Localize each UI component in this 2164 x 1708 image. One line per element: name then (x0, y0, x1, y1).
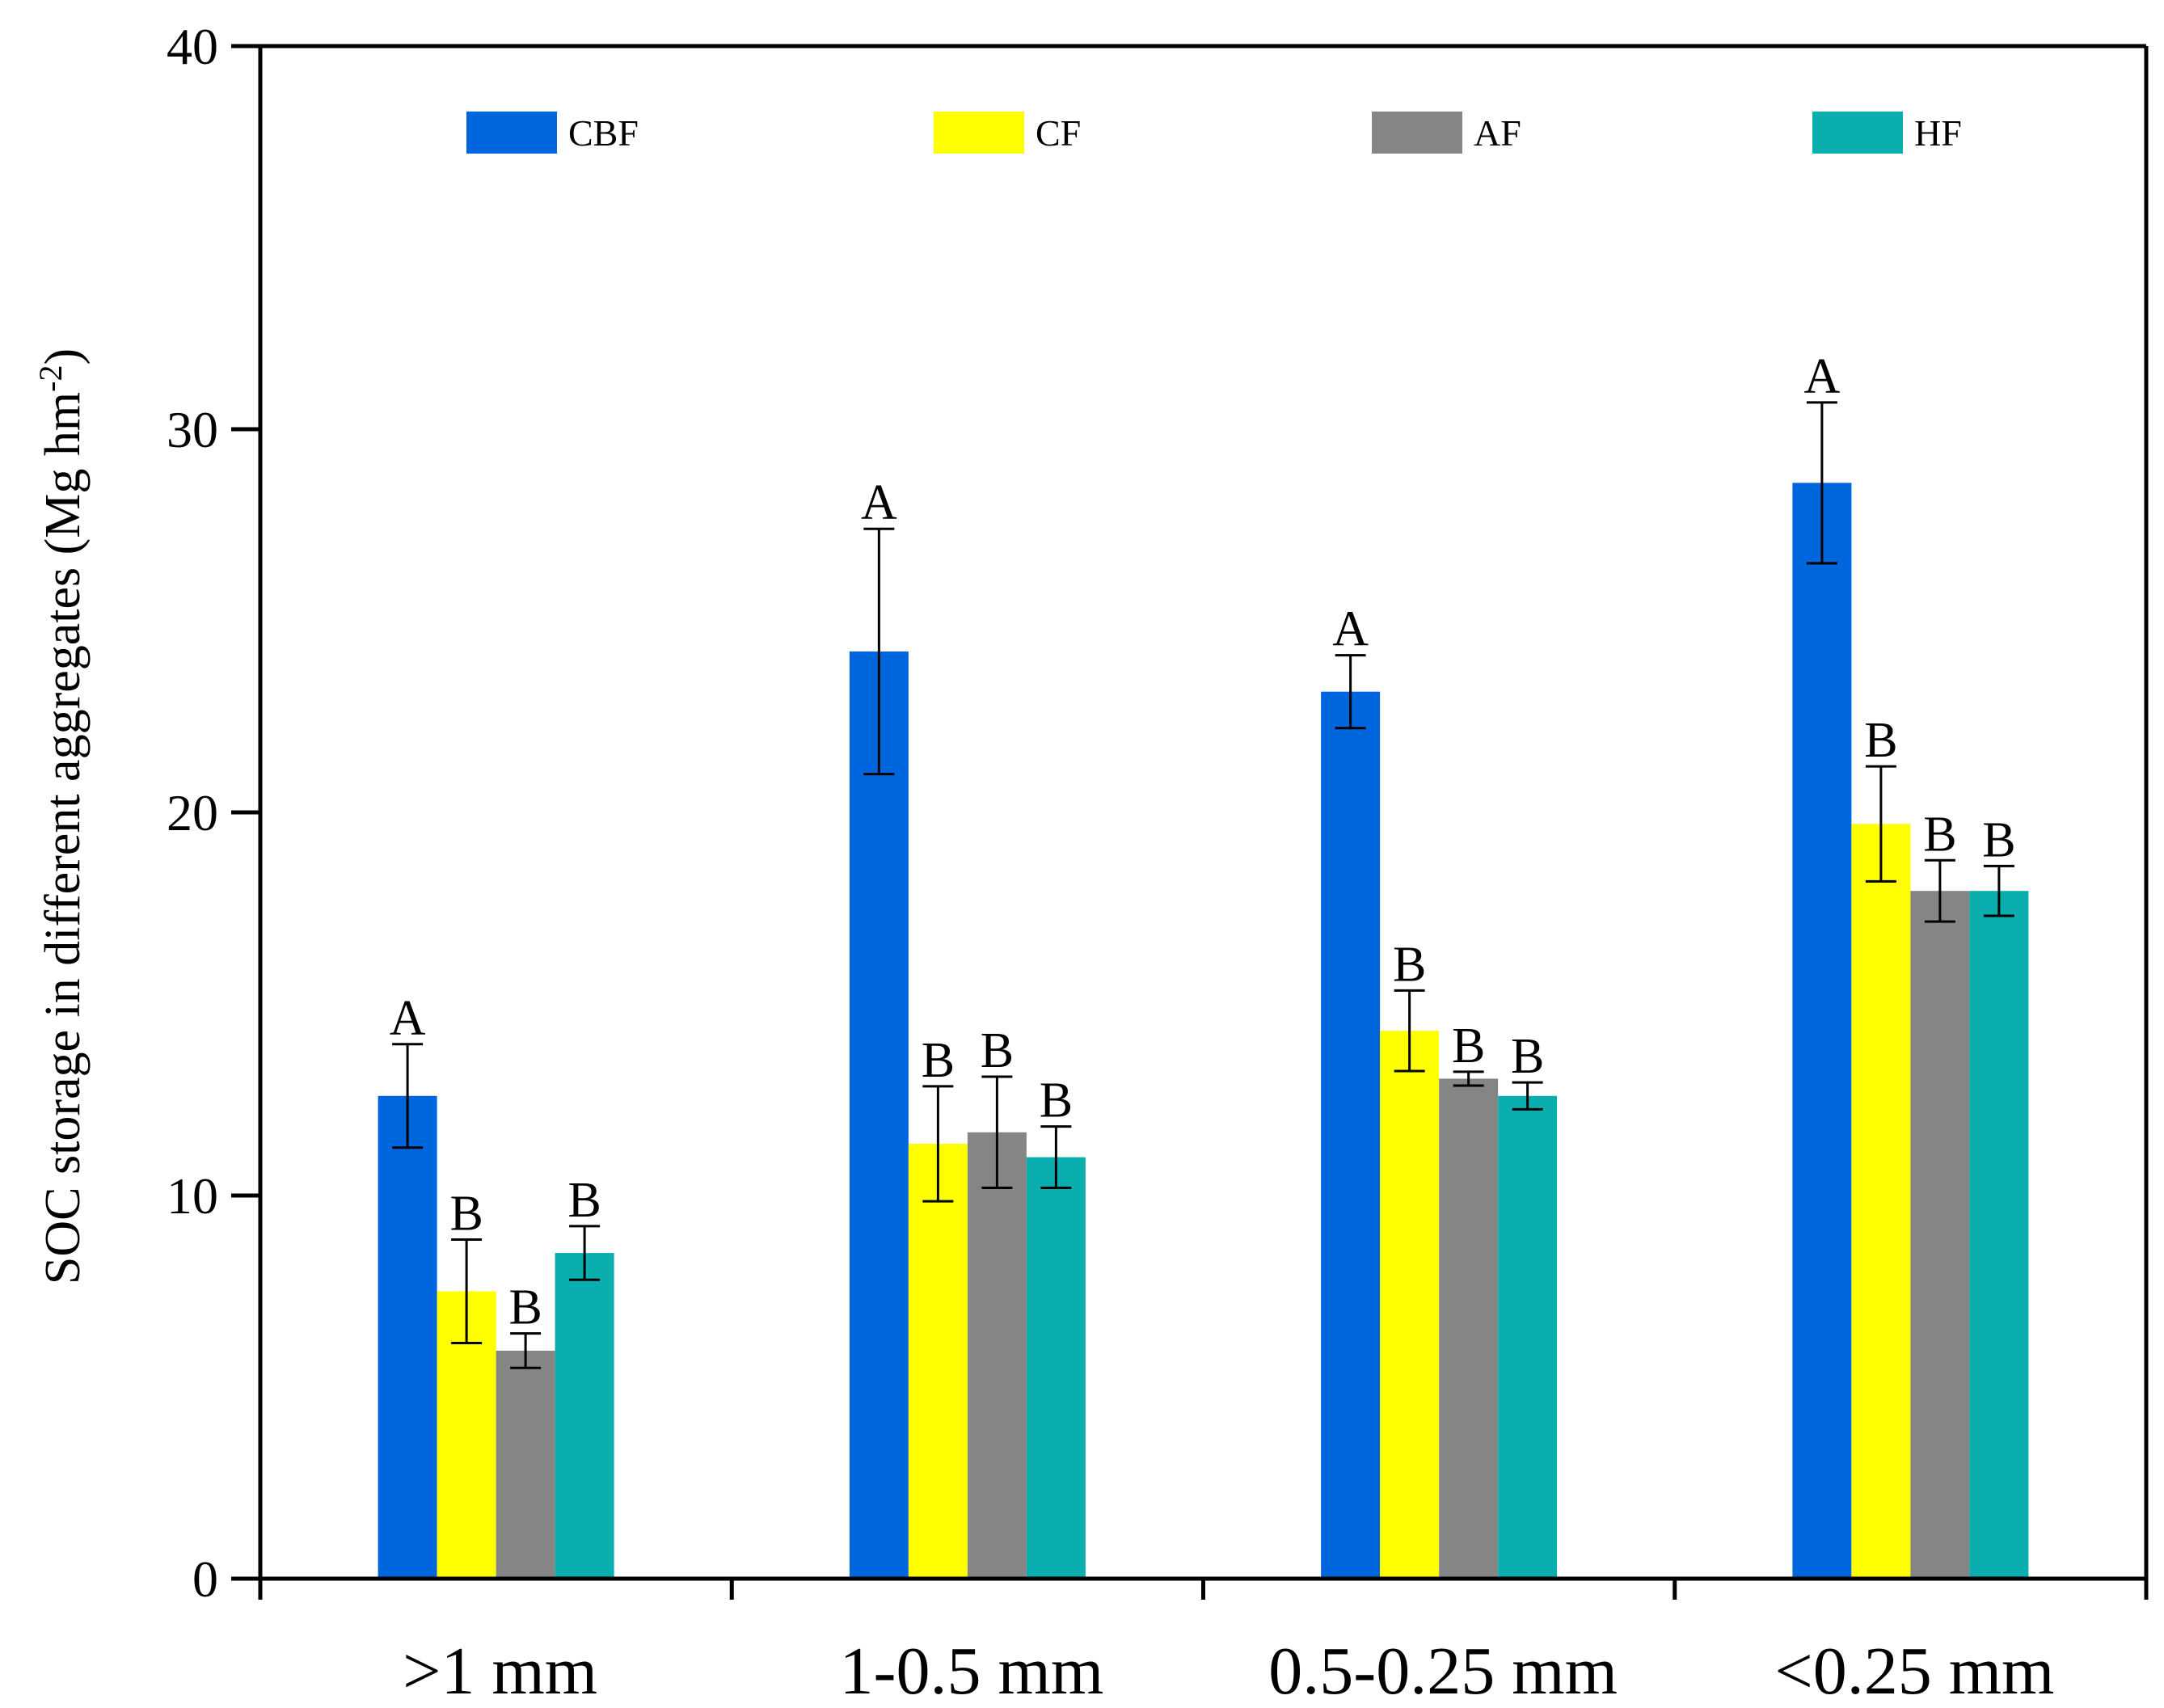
y-tick-label-0: 0 (192, 1550, 218, 1608)
bar-cf-4 (1851, 824, 1911, 1579)
bar-cbf-4 (1792, 483, 1852, 1579)
y-tick-label-40: 40 (167, 18, 218, 75)
significance-letter-af-4: B (1923, 807, 1956, 862)
legend-swatch-cf (934, 112, 1024, 154)
bar-hf-4 (1969, 891, 2029, 1579)
bar-hf-2 (1026, 1157, 1086, 1579)
significance-letter-af-3: B (1452, 1018, 1485, 1073)
bar-cbf-3 (1321, 691, 1381, 1579)
bar-cbf-1 (378, 1095, 437, 1579)
significance-letter-hf-2: B (1040, 1073, 1073, 1128)
legend-swatch-cbf (466, 112, 557, 154)
significance-letter-cbf-3: A (1332, 602, 1369, 657)
bars-layer (378, 483, 2029, 1579)
bar-cbf-2 (849, 651, 909, 1579)
y-tick-label-20: 20 (167, 784, 218, 841)
significance-letter-cbf-4: A (1803, 349, 1840, 404)
x-category-label-1: >1 mm (403, 1634, 597, 1708)
y-tick-label-10: 10 (167, 1167, 218, 1225)
x-category-label-2: 1-0.5 mm (840, 1634, 1104, 1708)
significance-letter-cf-2: B (922, 1033, 955, 1088)
significance-letter-cbf-1: A (390, 991, 426, 1046)
legend-label-cbf: CBF (568, 112, 639, 154)
y-axis-label: SOC storage in different aggregates (Mg … (32, 348, 91, 1284)
legend-label-cf: CF (1036, 112, 1081, 154)
bar-cf-3 (1380, 1031, 1440, 1579)
error-bars-layer (392, 401, 2014, 1369)
significance-letter-cf-4: B (1864, 713, 1897, 768)
axes-layer: 0 10 20 30 40 >1 mm 1-0.5 mm 0.5-0.25 mm <0.25 m… (167, 18, 2149, 1708)
legend-swatch-hf (1812, 112, 1903, 154)
legend-label-hf: HF (1914, 112, 1962, 154)
y-tick-label-30: 30 (167, 401, 218, 458)
significance-letter-cf-3: B (1393, 937, 1426, 992)
significance-letter-af-2: B (981, 1023, 1014, 1078)
x-category-label-3: 0.5-0.25 mm (1268, 1634, 1618, 1708)
bar-cf-2 (908, 1144, 968, 1579)
significance-letter-hf-3: B (1511, 1029, 1544, 1084)
x-category-label-4: <0.25 mm (1774, 1634, 2054, 1708)
bar-af-3 (1439, 1078, 1499, 1579)
bar-af-4 (1910, 891, 1970, 1579)
significance-letter-hf-1: B (567, 1173, 601, 1228)
legend-swatch-af (1372, 112, 1462, 154)
significance-letter-hf-4: B (1982, 812, 2015, 867)
significance-letter-af-1: B (508, 1280, 542, 1335)
legend-label-af: AF (1474, 112, 1521, 154)
bar-af-2 (967, 1132, 1027, 1579)
legend: CBF CF AF HF (466, 112, 1962, 154)
bar-af-1 (496, 1350, 555, 1579)
significance-letter-cbf-2: A (861, 475, 897, 530)
significance-letter-cf-1: B (449, 1187, 483, 1242)
bar-hf-3 (1498, 1095, 1558, 1579)
bar-hf-1 (555, 1253, 614, 1579)
